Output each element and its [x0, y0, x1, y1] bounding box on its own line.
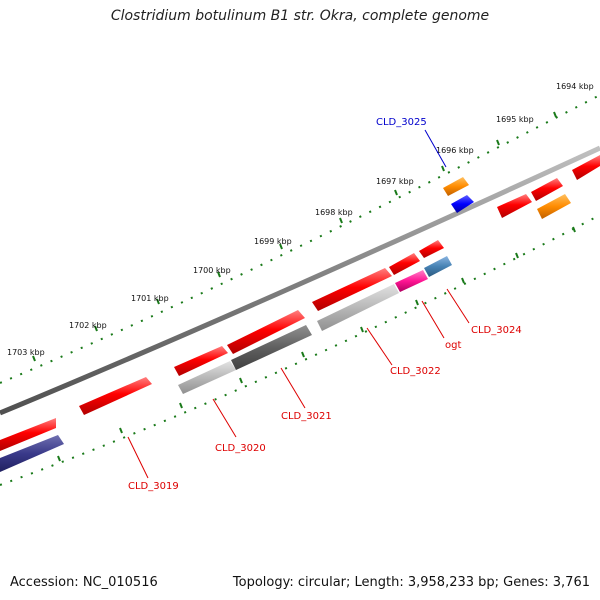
gene-arrow	[174, 346, 228, 376]
feature-bar-magenta	[395, 270, 428, 292]
gene-label[interactable]: CLD_3022	[390, 366, 441, 377]
gene-label[interactable]: CLD_3025	[376, 117, 427, 128]
accession-text: Accession: NC_010516	[10, 575, 158, 590]
genome-summary-text: Topology: circular; Length: 3,958,233 bp…	[232, 575, 590, 590]
tick-label: 1698 kbp	[315, 208, 353, 217]
reverse-genes	[0, 256, 452, 472]
backbone	[0, 145, 600, 416]
gene-label[interactable]: ogt	[445, 340, 461, 351]
gene-arrow-orange	[443, 177, 469, 196]
map-title: Clostridium botulinum B1 str. Okra, comp…	[110, 8, 490, 24]
leader-line	[212, 398, 237, 438]
tick-label: 1703 kbp	[7, 348, 45, 357]
inner-major-ticks	[57, 226, 576, 462]
tick-label: 1699 kbp	[254, 237, 292, 246]
leader-line	[280, 367, 306, 409]
tick-label: 1696 kbp	[436, 146, 474, 155]
tick-label: 1701 kbp	[131, 294, 169, 303]
feature-bar-dark	[231, 325, 312, 370]
gene-arrow	[572, 155, 600, 180]
gene-label[interactable]: CLD_3019	[128, 481, 179, 492]
gene-label[interactable]: CLD_3021	[281, 411, 332, 422]
gene-arrow	[0, 418, 56, 451]
outer-tick-ring	[0, 94, 600, 384]
gene-arrow	[389, 253, 420, 275]
gene-label[interactable]: CLD_3024	[471, 325, 522, 336]
gene-arrow	[79, 377, 152, 415]
feature-bar-gray	[317, 284, 399, 331]
gene-arrow	[497, 194, 532, 218]
feature-bar-navy	[0, 435, 64, 472]
gene-arrow	[312, 268, 392, 311]
gene-arrow-orange	[537, 194, 571, 219]
forward-genes	[0, 155, 600, 451]
feature-bar-gray	[178, 361, 236, 394]
gene-arrow	[227, 310, 305, 354]
tick-label: 1700 kbp	[193, 266, 231, 275]
leader-line	[366, 327, 393, 366]
gene-label[interactable]: CLD_3020	[215, 443, 266, 454]
tick-label: 1697 kbp	[376, 177, 414, 186]
leader-line-blue	[424, 129, 447, 168]
gene-arrow	[419, 240, 444, 258]
leader-line	[421, 300, 445, 339]
feature-bar-steelblue	[424, 256, 452, 277]
gene-arrow-blue	[451, 195, 474, 213]
tick-label: 1695 kbp	[496, 115, 534, 124]
outer-major-ticks	[32, 111, 557, 362]
inner-tick-ring	[0, 214, 600, 486]
tick-label: 1702 kbp	[69, 321, 107, 330]
tick-label: 1694 kbp	[556, 82, 594, 91]
leader-line	[127, 436, 149, 479]
gene-arrow	[531, 178, 563, 201]
leader-line	[446, 288, 470, 324]
